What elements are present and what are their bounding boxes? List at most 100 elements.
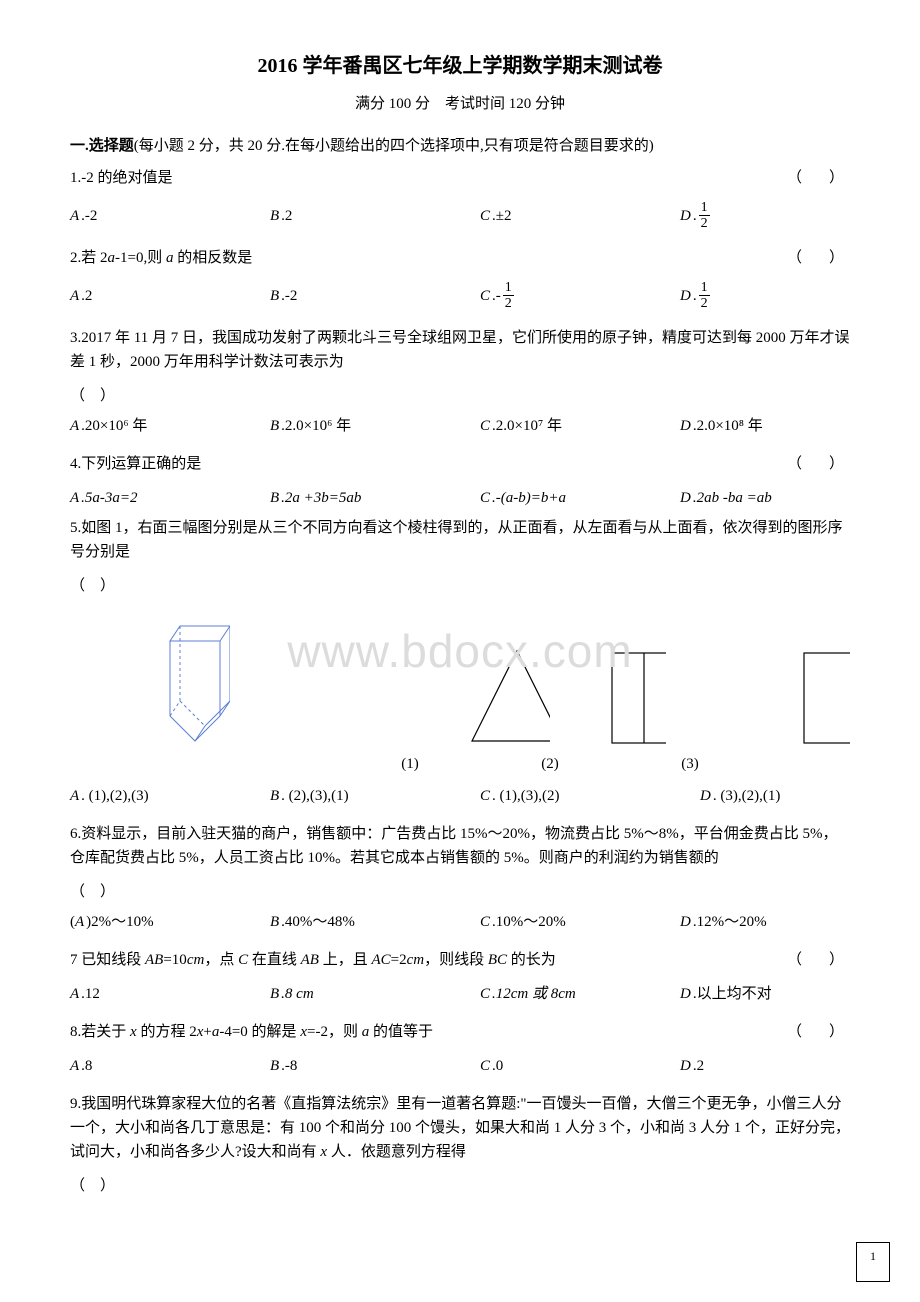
q7-m6: ，则线段 [424,952,488,968]
q7-m5: =2 [391,952,407,968]
rect-figure [802,651,850,746]
q5-b-text: . (2),(3),(1) [281,784,348,808]
question-8: 8.若关于 x 的方程 2x+a-4=0 的解是 x=-2，则 a 的值等于 （… [70,1020,850,1044]
q8-opt-c: C.0 [480,1054,680,1078]
q7-options: A.12 B.8 cm C.12cm 或 8cm D.以上均不对 [70,982,850,1006]
q7-a-text: .12 [81,982,100,1006]
q6-opt-c: C.10%～20% [480,910,680,934]
q1-opt-c: C.±2 [480,200,680,232]
q1-opt-a: A.-2 [70,200,270,232]
q2-a-text: .2 [81,284,92,308]
frac-n: 1 [503,280,514,296]
q7-c: C [238,952,248,968]
q6-d-text: .12%～20% [693,910,767,934]
q7-opt-d: D.以上均不对 [680,982,772,1006]
answer-paren: （ ） [787,166,850,190]
q4-opt-a: A.5a-3a=2 [70,486,270,510]
q6-b-text: .40%～48% [281,910,355,934]
q6-c-text: .10%～20% [492,910,566,934]
q7-b-text: .8 cm [281,982,314,1006]
double-rect-figure [610,651,666,746]
q8-c-text: .0 [492,1054,503,1078]
question-7: 7 已知线段 AB=10cm，点 C 在直线 AB 上，且 AC=2cm，则线段… [70,948,850,972]
q8-text: 8.若关于 x 的方程 2x+a-4=0 的解是 x=-2，则 a 的值等于 （… [70,1020,850,1044]
fraction-half: 12 [699,200,710,232]
q2-var: a [108,250,116,266]
section-desc: (每小题 2 分，共 20 分.在每小题给出的四个选择项中,只有项是符合题目要求… [134,138,654,154]
q4-d-text: .2ab -ba =ab [693,486,772,510]
q8-a-text: .8 [81,1054,92,1078]
q7-ac: AC [371,952,390,968]
q6-paren-line: （ ） [70,880,850,904]
q3-opt-b: B.2.0×10⁶ 年 [270,414,480,438]
q8-opt-a: A.8 [70,1054,270,1078]
q4-opt-d: D.2ab -ba =ab [680,486,772,510]
question-6: 6.资料显示，目前入驻天猫的商户，销售额中：广告费占比 15%～20%，物流费占… [70,822,850,870]
q2-post: -1=0,则 [115,250,166,266]
q6-opt-a: (A)2%～10% [70,910,270,934]
q2-b-text: .-2 [281,284,297,308]
question-9: 9.我国明代珠算家程大位的名著《直指算法统宗》里有一道著名算题:"一百馒头一百僧… [70,1092,850,1164]
frac-d: 2 [503,296,514,311]
q2-d-text: . [693,284,697,308]
q8-pre: 8.若关于 [70,1024,130,1040]
answer-paren: （ ） [787,452,850,476]
q3-a-text: .20×10⁶ 年 [81,414,147,438]
q5-opt-d: D. (3),(2),(1) [700,784,780,808]
frac-d: 2 [699,216,710,231]
q8-opt-d: D.2 [680,1054,704,1078]
q5-stem: 5.如图 1，右面三幅图分别是从三个不同方向看这个棱柱得到的，从正面看，从左面看… [70,520,843,560]
q8-b-text: .-8 [281,1054,297,1078]
q9-post: 人．依题意列方程得 [327,1144,466,1160]
fig-label-3: (3) [650,752,730,776]
fraction-half: 12 [503,280,514,312]
q8-options: A.8 B.-8 C.0 D.2 [70,1054,850,1078]
q8-m3: -4=0 的解是 [219,1024,300,1040]
q6-options: (A)2%～10% B.40%～48% C.10%～20% D.12%～20% [70,910,850,934]
q3-paren-line: （ ） [70,384,850,408]
q4-opt-c: C.-(a-b)=b+a [480,486,680,510]
q7-cm2: cm [407,952,425,968]
q7-c-text: .12cm 或 8cm [492,982,576,1006]
q7-bc: BC [488,952,507,968]
q7-m3: 在直线 [248,952,301,968]
q7-ab: AB [145,952,163,968]
question-4: 4.下列运算正确的是 （ ） [70,452,850,476]
section-1-header: 一.选择题(每小题 2 分，共 20 分.在每小题给出的四个选择项中,只有项是符… [70,134,850,158]
q2-post2: 的相反数是 [173,250,252,266]
q2-options: A.2 B.-2 C.- 12 D.12 [70,280,850,312]
q6-opt-b: B.40%～48% [270,910,480,934]
q5-opt-c: C. (1),(3),(2) [480,784,700,808]
q4-b-text: .2a +3b=5ab [281,486,361,510]
q4-c-text: .-(a-b)=b+a [492,486,566,510]
answer-paren: （ ） [787,1020,850,1044]
q6-opt-d: D.12%～20% [680,910,767,934]
q2-opt-c: C.- 12 [480,280,680,312]
question-2: 2.若 2a-1=0,则 a 的相反数是 （ ） [70,246,850,270]
q5-opt-b: B. (2),(3),(1) [270,784,480,808]
q8-m1: 的方程 2 [137,1024,197,1040]
q5-paren-line: （ ） [70,574,850,598]
prism-figure [150,616,230,746]
q9-paren-line: （ ） [70,1174,850,1198]
q2-opt-d: D.12 [680,280,712,312]
q5-d-text: . (3),(2),(1) [713,784,780,808]
q3-stem: 3.2017 年 11 月 7 日，我国成功发射了两颗北斗三号全球组网卫星，它们… [70,330,849,370]
question-3: 3.2017 年 11 月 7 日，我国成功发射了两颗北斗三号全球组网卫星，它们… [70,326,850,374]
fraction-half: 12 [699,280,710,312]
frac-n: 1 [699,200,710,216]
triangle-figure [462,646,550,746]
q2-opt-b: B.-2 [270,280,480,312]
q7-opt-c: C.12cm 或 8cm [480,982,680,1006]
q8-m2: + [203,1024,211,1040]
q1-options: A.-2 B.2 C.±2 D.12 [70,200,850,232]
q7-d-text: .以上均不对 [693,982,772,1006]
frac-n: 1 [699,280,710,296]
q3-opt-c: C.2.0×10⁷ 年 [480,414,680,438]
section-label: 一.选择题 [70,138,134,154]
q5-c-text: . (1),(3),(2) [492,784,559,808]
q8-x1: x [130,1024,137,1040]
q1-stem: 1.-2 的绝对值是 [70,170,173,186]
q3-c-text: .2.0×10⁷ 年 [492,414,562,438]
q1-d-text: . [693,204,697,228]
